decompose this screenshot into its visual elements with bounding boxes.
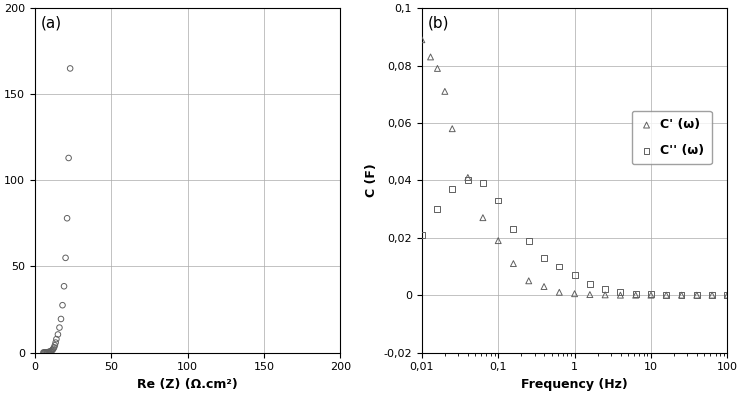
C' (ω): [706, 292, 718, 298]
C' (ω): [477, 214, 489, 221]
C' (ω): [439, 88, 451, 94]
C' (ω): [538, 283, 550, 290]
Point: [45, 348, 56, 355]
Point: [52, 331, 64, 338]
C' (ω): [645, 292, 657, 298]
C' (ω): [424, 54, 436, 60]
C'' (ω): [706, 292, 718, 298]
C' (ω): [446, 126, 458, 132]
C'' (ω): [630, 291, 642, 297]
Point: [44, 349, 56, 355]
Point: [62, 155, 74, 161]
C' (ω): [691, 292, 703, 298]
C'' (ω): [446, 186, 458, 192]
Point: [47, 347, 59, 353]
C' (ω): [675, 292, 687, 298]
Point: [55, 316, 67, 322]
C' (ω): [523, 278, 535, 284]
C'' (ω): [600, 286, 611, 293]
C'' (ω): [568, 272, 580, 278]
C' (ω): [462, 174, 473, 181]
C'' (ω): [554, 263, 565, 270]
C' (ω): [721, 292, 733, 298]
C' (ω): [508, 260, 519, 267]
Point: [50, 339, 62, 346]
C'' (ω): [538, 255, 550, 261]
C'' (ω): [675, 292, 687, 298]
C' (ω): [630, 292, 642, 298]
Point: [47, 346, 59, 352]
Point: [38, 349, 50, 356]
X-axis label: Frequency (Hz): Frequency (Hz): [521, 378, 628, 391]
Text: (b): (b): [428, 15, 450, 30]
Point: [50, 336, 62, 342]
Point: [58, 283, 70, 290]
C'' (ω): [584, 280, 596, 287]
C'' (ω): [645, 291, 657, 297]
C' (ω): [660, 292, 672, 298]
Point: [46, 348, 58, 354]
C'' (ω): [523, 237, 535, 244]
Point: [41, 349, 53, 356]
Point: [65, 65, 76, 71]
C'' (ω): [721, 292, 733, 298]
Point: [48, 344, 60, 350]
Point: [56, 302, 68, 308]
C'' (ω): [492, 197, 504, 203]
C' (ω): [416, 37, 428, 43]
C' (ω): [432, 65, 444, 71]
Point: [42, 349, 54, 355]
Point: [39, 349, 50, 356]
Point: [61, 215, 73, 222]
Legend: C' (ω), C'' (ω): C' (ω), C'' (ω): [631, 111, 712, 164]
C'' (ω): [432, 206, 444, 212]
C'' (ω): [477, 180, 489, 186]
C'' (ω): [614, 289, 626, 295]
C' (ω): [554, 289, 565, 295]
Point: [45, 348, 57, 354]
Text: (a): (a): [41, 15, 62, 30]
C'' (ω): [691, 292, 703, 298]
C' (ω): [600, 292, 611, 298]
Point: [40, 349, 52, 356]
Point: [59, 255, 71, 261]
Point: [49, 342, 61, 348]
C'' (ω): [462, 177, 473, 184]
Y-axis label: C (F): C (F): [365, 164, 378, 197]
Point: [39, 349, 51, 356]
C'' (ω): [416, 232, 428, 238]
C'' (ω): [508, 226, 519, 232]
Point: [42, 349, 53, 356]
C' (ω): [614, 292, 626, 298]
X-axis label: Re (Z) (Ω.cm²): Re (Z) (Ω.cm²): [137, 378, 238, 391]
Point: [43, 349, 55, 355]
C' (ω): [492, 237, 504, 244]
C' (ω): [584, 292, 596, 298]
C'' (ω): [660, 292, 672, 298]
C' (ω): [568, 291, 580, 297]
Point: [53, 324, 65, 331]
